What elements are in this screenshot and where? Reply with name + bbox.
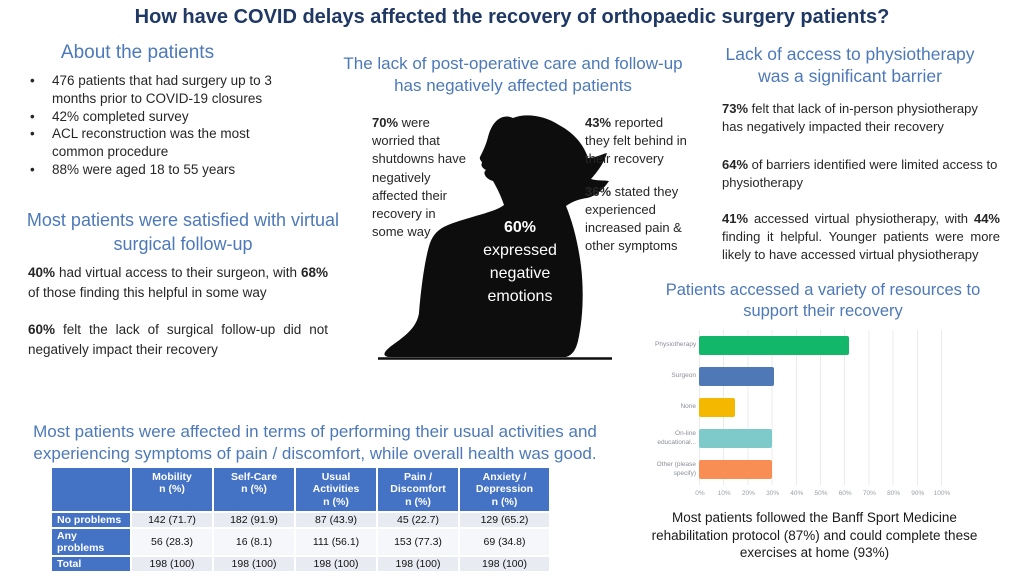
table-cell: 69 (34.8) [460, 529, 549, 556]
chart-bar-other-please-specify [699, 460, 772, 479]
post-op-heading: The lack of post-operative care and foll… [343, 54, 683, 96]
chart-x-tick: 80% [887, 490, 901, 497]
caption-line: negative [489, 265, 551, 282]
bullet-item: 476 patients that had surgery up to 3 mo… [28, 72, 302, 108]
virtual-followup-paragraph: 40% had virtual access to their surgeon,… [28, 265, 328, 300]
table-header-cell: Pain / Discomfort n (%) [378, 468, 458, 512]
chart-category-label: None [680, 403, 696, 411]
chart-x-tick: 60% [838, 490, 852, 497]
bullet-item: ACL reconstruction was the most common p… [28, 125, 302, 161]
post-op-stat: 43% reported they felt behind in their r… [585, 115, 687, 167]
table-row-label: Any problems [52, 529, 130, 556]
table-header-cell: Anxiety / Depression n (%) [460, 468, 549, 512]
table-cell: 198 (100) [296, 557, 376, 572]
chart-category-label: On-line educational... [657, 429, 696, 446]
virtual-followup-paragraph: 60% felt the lack of surgical follow-up … [28, 322, 328, 357]
table-header-cell: Usual Activities n (%) [296, 468, 376, 512]
chart-x-tick: 100% [933, 490, 951, 497]
chart-bar-on-line-educational [699, 429, 772, 448]
table-row-label: Total [52, 557, 130, 572]
table-corner-cell [52, 468, 130, 512]
page-title: How have COVID delays affected the recov… [134, 6, 890, 28]
table-cell: 198 (100) [214, 557, 294, 572]
physio-paragraph: 73% felt that lack of in-person physioth… [722, 101, 978, 135]
chart-x-tick: 40% [790, 490, 804, 497]
chart-x-tick: 10% [717, 490, 731, 497]
chart-bar-physiotherapy [699, 336, 850, 355]
table-cell: 87 (43.9) [296, 513, 376, 528]
chart-row: Other (please specify) [655, 454, 942, 485]
table-cell: 45 (22.7) [378, 513, 458, 528]
virtual-followup-heading: Most patients were satisfied with virtua… [26, 210, 340, 255]
table-row: Any problems 56 (28.3) 16 (8.1) 111 (56.1) 1… [52, 529, 549, 556]
chart-category-label: Other (please specify) [656, 460, 696, 477]
chart-category-label: Surgeon [671, 372, 696, 380]
table-cell: 111 (56.1) [296, 529, 376, 556]
table-cell: 142 (71.7) [132, 513, 212, 528]
table-row: Total 198 (100) 198 (100) 198 (100) 198 (100… [52, 557, 549, 572]
post-op-stat-right: 43% reported they felt behind in their r… [585, 114, 687, 255]
chart-x-tick: 70% [862, 490, 876, 497]
caption-line: emotions [487, 288, 553, 305]
chart-bar-none [699, 398, 736, 417]
chart-x-axis: 0% 10% 20% 30% 40% 50% 60% 70% 80% 90% 100% [695, 490, 950, 502]
table-cell: 198 (100) [378, 557, 458, 572]
physio-paragraph: 41% accessed virtual physiotherapy, with… [722, 211, 1000, 263]
resources-heading: Patients accessed a variety of resources… [665, 281, 981, 321]
bullet-item: 42% completed survey [28, 108, 302, 126]
table-row: No problems 142 (71.7) 182 (91.9) 87 (43.9)… [52, 513, 549, 528]
chart-category-label: Physiotherapy [655, 341, 697, 349]
bullet-item: 88% were aged 18 to 55 years [28, 161, 302, 179]
physio-paragraph: 64% of barriers identified were limited … [722, 157, 998, 191]
table-cell: 153 (77.3) [378, 529, 458, 556]
table-cell: 56 (28.3) [132, 529, 212, 556]
table-row-label: No problems [52, 513, 130, 528]
chart-x-tick: 90% [911, 490, 925, 497]
chart-row: Surgeon [655, 361, 942, 392]
chart-track [699, 423, 942, 454]
chart-x-tick: 30% [766, 490, 780, 497]
chart-x-tick: 0% [695, 490, 705, 497]
silhouette-caption: 60% expressed negative emotions [452, 216, 588, 308]
chart-x-tick: 20% [741, 490, 755, 497]
chart-track [699, 361, 942, 392]
caption-line: expressed [483, 242, 557, 259]
chart-x-tick: 50% [814, 490, 828, 497]
chart-track [699, 330, 942, 361]
seated-person-silhouette [378, 115, 612, 360]
table-cell: 182 (91.9) [214, 513, 294, 528]
outcomes-heading: Most patients were affected in terms of … [33, 422, 597, 464]
table-cell: 198 (100) [460, 557, 549, 572]
table-cell: 129 (65.2) [460, 513, 549, 528]
table-header-cell: Mobility n (%) [132, 468, 212, 512]
chart-row: Physiotherapy [655, 330, 942, 361]
about-bullet-list: 476 patients that had surgery up to 3 mo… [28, 72, 290, 179]
chart-track [699, 392, 942, 423]
chart-track [699, 454, 942, 485]
caption-line: 60% [503, 219, 537, 236]
resources-footnote: Most patients followed the Banff Sport M… [651, 510, 978, 561]
post-op-stat-left: 70% were worried that shutdowns have neg… [372, 115, 466, 240]
outcomes-table: Mobility n (%) Self-Care n (%) Usual Activ… [50, 466, 551, 573]
chart-row: On-line educational... [655, 423, 942, 454]
post-op-stat: 36% stated they experienced increased pa… [585, 183, 682, 254]
table-cell: 198 (100) [132, 557, 212, 572]
chart-bar-surgeon [699, 367, 775, 386]
table-header-cell: Self-Care n (%) [214, 468, 294, 512]
table-cell: 16 (8.1) [214, 529, 294, 556]
about-heading: About the patients [60, 42, 215, 63]
resources-bar-chart: Physiotherapy Surgeon None On-line educatio… [655, 330, 950, 506]
physio-heading: Lack of access to physiotherapy was a si… [725, 44, 975, 86]
chart-row: None [655, 392, 942, 423]
